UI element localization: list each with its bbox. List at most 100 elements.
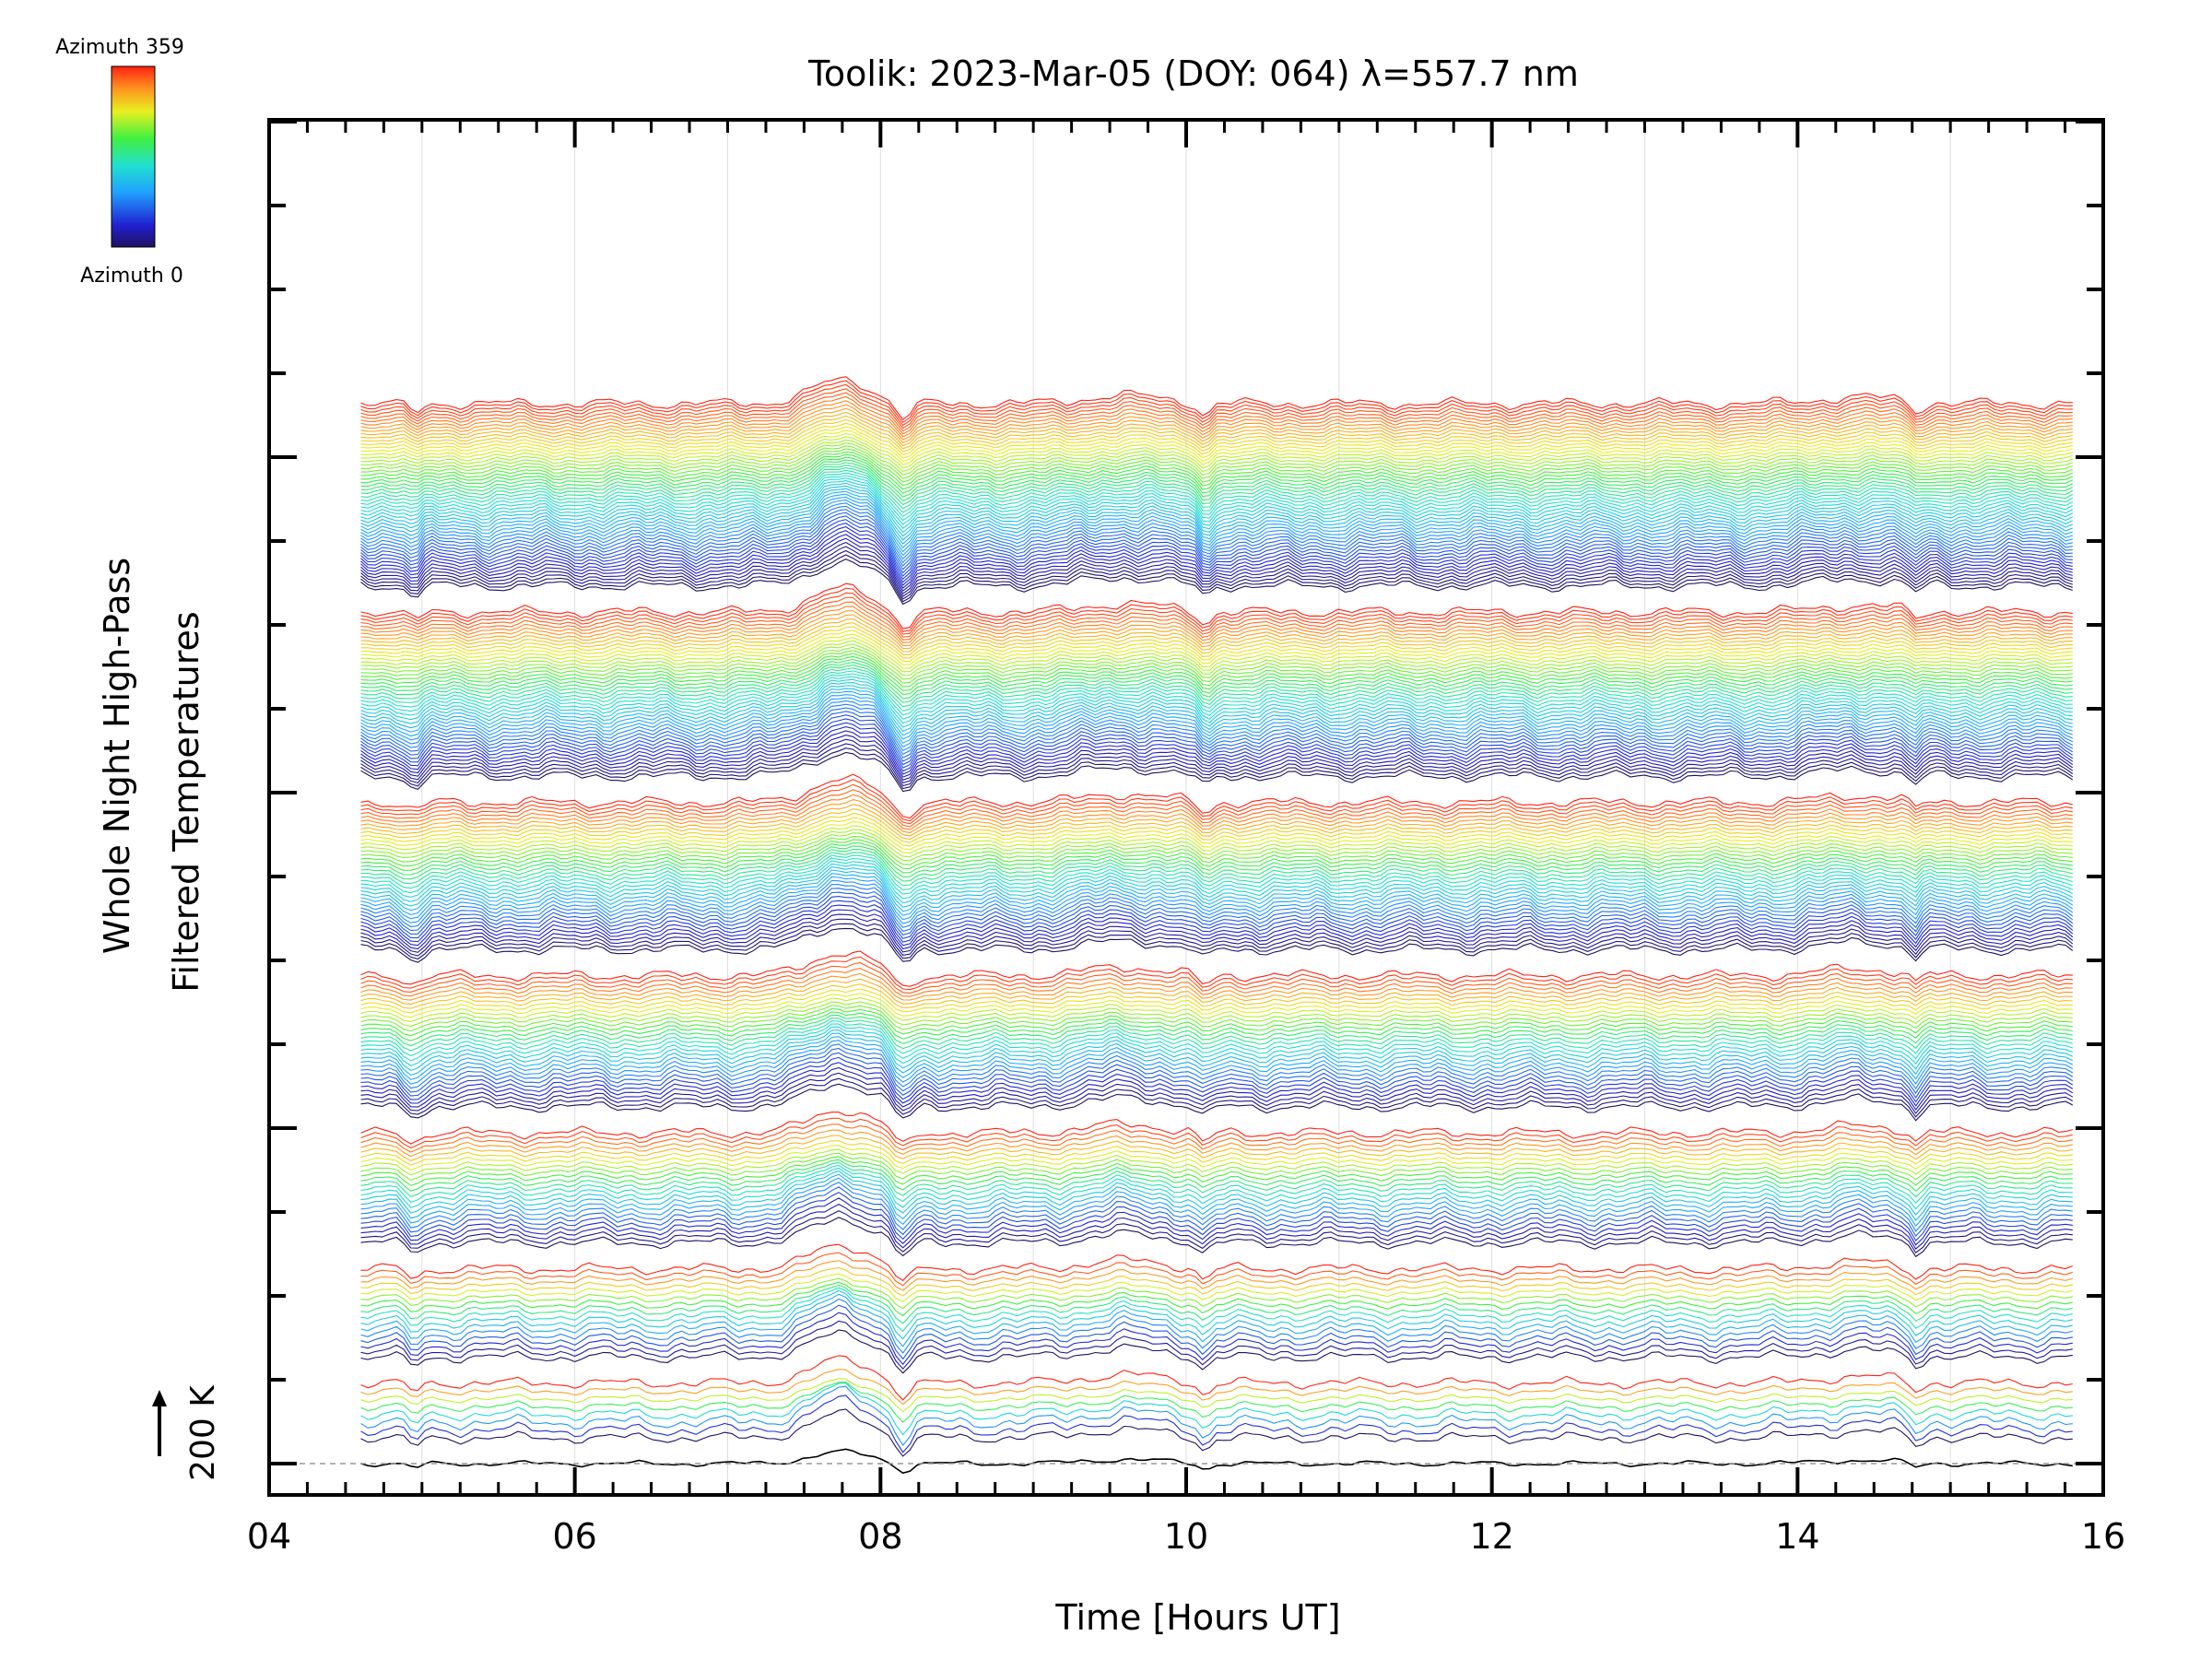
trace-ring-6-az-44 — [360, 596, 2073, 638]
trace-ring-1-az-6 — [360, 1369, 2073, 1406]
trace-ring-2-az-15 — [360, 1243, 2073, 1282]
trace-ring-3-az-21 — [360, 1124, 2073, 1153]
trace-ring-2-az-1 — [360, 1320, 2073, 1371]
trace-ring-7-az-23 — [360, 480, 2074, 529]
trace-ring-2-az-10 — [360, 1277, 2073, 1310]
trace-ring-4-az-12 — [360, 1029, 2074, 1072]
trace-ring-6-az-47 — [360, 582, 2073, 629]
trace-ring-7-az-18 — [360, 493, 2073, 549]
trace-ring-5-az-18 — [360, 857, 2073, 895]
trace-ring-7-az-6 — [360, 534, 2073, 589]
trace-ring-5-az-38 — [360, 779, 2073, 822]
trace-ring-7-az-45 — [360, 415, 2073, 450]
trace-ring-4-az-20 — [360, 1005, 2073, 1032]
trace-ring-7-az-34 — [360, 451, 2074, 487]
trace-ring-7-az-47 — [360, 407, 2073, 443]
trace-ring-7-az-20 — [360, 488, 2074, 541]
trace-ring-5-az-5 — [360, 904, 2074, 947]
trace-ring-3-az-5 — [360, 1186, 2073, 1238]
trace-ring-4-az-7 — [360, 1047, 2074, 1095]
trace-ring-5-az-7 — [360, 896, 2074, 939]
trace-ring-6-az-33 — [360, 640, 2073, 673]
trace-ring-7-az-11 — [360, 515, 2073, 574]
trace-ring-2-az-0 — [360, 1329, 2073, 1374]
trace-ring-6-az-31 — [360, 646, 2073, 680]
trace-ring-6-az-32 — [360, 643, 2073, 677]
trace-ring-6-az-9 — [360, 714, 2074, 766]
trace-ring-7-az-12 — [360, 512, 2073, 571]
trace-ring-5-az-9 — [360, 888, 2074, 933]
trace-ring-4-az-5 — [360, 1056, 2074, 1103]
y-axis-label-line2: Filtered Temperatures — [166, 611, 206, 992]
trace-ring-7-az-8 — [360, 526, 2073, 583]
trace-ring-6-az-18 — [360, 685, 2073, 732]
x-axis-label: Time [Hours UT] — [1054, 1597, 1340, 1638]
trace-ring-3-az-13 — [360, 1159, 2073, 1193]
trace-ring-4-az-16 — [360, 1017, 2073, 1052]
trace-ring-6-az-35 — [360, 633, 2073, 665]
trace-ring-4-az-18 — [360, 1011, 2073, 1041]
trace-ring-6-az-15 — [360, 694, 2073, 744]
trace-ring-5-az-22 — [360, 845, 2073, 877]
trace-ring-5-az-29 — [360, 821, 2073, 851]
trace-ring-1-az-0 — [360, 1408, 2073, 1457]
trace-ring-6-az-2 — [360, 743, 2074, 787]
trace-ring-5-az-0 — [360, 927, 2074, 963]
trace-ring-7-az-9 — [360, 523, 2073, 581]
trace-ring-1-az-4 — [360, 1382, 2073, 1423]
trace-ring-6-az-30 — [360, 650, 2073, 684]
trace-ring-6-az-22 — [360, 673, 2073, 716]
trace-ring-7-az-24 — [360, 477, 2074, 525]
trace-ring-6-az-46 — [360, 587, 2073, 632]
trace-ring-4-az-24 — [360, 988, 2073, 1014]
trace-ring-4-az-17 — [360, 1014, 2073, 1047]
trace-ring-4-az-10 — [360, 1036, 2074, 1081]
trace-ring-3-az-7 — [360, 1177, 2073, 1228]
trace-ring-7-az-33 — [360, 453, 2074, 490]
trace-ring-7-az-43 — [360, 422, 2073, 456]
trace-ring-5-az-16 — [360, 863, 2074, 904]
trace-ring-4-az-27 — [360, 972, 2073, 1001]
trace-ring-6-az-41 — [360, 609, 2073, 647]
trace-ring-5-az-10 — [360, 884, 2074, 928]
trace-ring-6-az-40 — [360, 614, 2073, 650]
trace-ring-7-az-32 — [360, 456, 2074, 494]
trace-ring-7-az-13 — [360, 509, 2073, 567]
trace-ring-2-az-11 — [360, 1273, 2073, 1303]
trace-ring-3-az-8 — [360, 1173, 2073, 1222]
trace-ring-7-az-44 — [360, 418, 2073, 453]
trace-ring-5-az-14 — [360, 869, 2074, 912]
trace-ring-5-az-34 — [360, 799, 2073, 834]
trace-ring-7-az-25 — [360, 475, 2074, 522]
trace-ring-6-az-12 — [360, 703, 2074, 756]
trace-ring-5-az-2 — [360, 918, 2074, 957]
trace-ring-5-az-17 — [360, 860, 2074, 900]
trace-ring-7-az-16 — [360, 499, 2073, 557]
x-tick-label-04: 04 — [247, 1516, 291, 1557]
trace-ring-2-az-2 — [360, 1312, 2073, 1366]
trace-ring-7-az-41 — [360, 429, 2073, 463]
trace-ring-4-az-25 — [360, 983, 2073, 1009]
trace-ring-4-az-21 — [360, 1001, 2073, 1027]
trace-ring-5-az-30 — [360, 817, 2073, 847]
trace-ring-5-az-11 — [360, 879, 2074, 924]
trace-ring-6-az-1 — [360, 747, 2074, 790]
trace-ring-2-az-4 — [360, 1298, 2073, 1354]
x-tick-label-14: 14 — [1775, 1516, 1819, 1557]
axis-ticks — [267, 120, 2105, 1495]
trace-ring-4-az-6 — [360, 1052, 2074, 1099]
trace-ring-4-az-2 — [360, 1072, 2074, 1114]
trace-ring-3-az-6 — [360, 1182, 2073, 1232]
trace-ring-3-az-3 — [360, 1197, 2073, 1246]
trace-ring-7-az-26 — [360, 472, 2074, 517]
y-axis-label-line1: Whole Night High-Pass — [97, 558, 137, 954]
trace-ring-7-az-3 — [360, 546, 2073, 597]
trace-ring-4-az-0 — [360, 1083, 2074, 1122]
trace-ring-7-az-22 — [360, 482, 2074, 534]
trace-ring-5-az-23 — [360, 842, 2073, 874]
trace-ring-6-az-38 — [360, 622, 2073, 655]
trace-ring-7-az-30 — [360, 462, 2074, 501]
trace-ring-5-az-1 — [360, 923, 2074, 960]
trace-ring-2-az-9 — [360, 1281, 2073, 1317]
